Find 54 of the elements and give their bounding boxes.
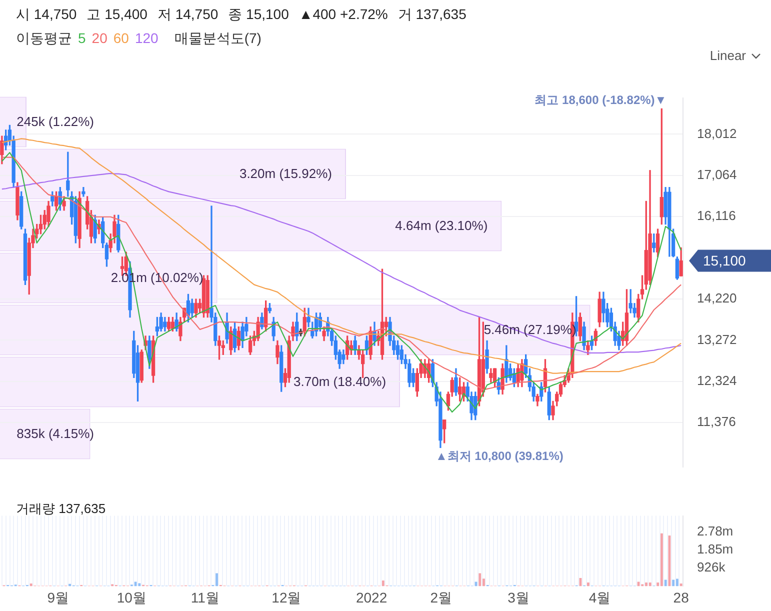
x-tick-label: 2월: [430, 589, 452, 606]
y-tick-label: 11,376: [697, 414, 736, 430]
x-tick-label: 11월: [190, 589, 220, 606]
data-label: 245k (1.22%): [16, 113, 95, 131]
chart-title: 거래량 137,635: [16, 500, 106, 518]
bar: [664, 580, 667, 586]
text: 고 15,400: [86, 6, 148, 24]
bar: [216, 573, 218, 586]
bar: [645, 582, 648, 586]
text: 15,100: [703, 252, 746, 269]
data-label: 3.70m (18.40%): [292, 373, 388, 391]
data-label: 3.20m (15.92%): [238, 165, 333, 183]
bar: [478, 573, 482, 586]
bar: [648, 582, 652, 586]
bar: [676, 578, 678, 586]
annotation: ▲최저 10,800 (39.81%): [435, 448, 564, 463]
annotation: 최고 18,600 (-18.82%)▼: [534, 92, 667, 107]
y-tick-label: 2.78m: [697, 523, 734, 538]
x-tick-label: 3월: [508, 589, 530, 606]
chart-title: 매물분석도(7): [174, 30, 262, 48]
y-tick-label: 926k: [697, 560, 726, 575]
y-tick-label: 14,220: [697, 290, 737, 306]
x-tick-label: 28: [673, 589, 690, 606]
y-tick-label: 12,324: [697, 372, 737, 388]
y-tick-label: 1.85m: [697, 542, 734, 557]
y-tick-label: 17,064: [697, 166, 737, 182]
text: 60: [113, 30, 129, 48]
bar: [30, 583, 32, 586]
data-label: 4.64m (23.10%): [394, 217, 489, 235]
text: 20: [92, 30, 108, 48]
y-tick-label: 13,272: [697, 332, 737, 347]
bar: [660, 533, 663, 586]
data-label: 835k (4.15%): [16, 425, 95, 443]
x-tick-label: 2022: [356, 589, 388, 606]
text: ▲400 +2.72%: [298, 6, 388, 24]
x-tick-label: 10월: [116, 589, 146, 606]
legend-title: 이동평균: [16, 30, 72, 48]
bar: [680, 584, 682, 586]
x-tick-label: 4월: [588, 589, 611, 606]
y-tick-label: 16,116: [697, 208, 736, 224]
x-tick-label: 9월: [47, 589, 70, 606]
bar: [587, 582, 590, 586]
text: 거 137,635: [398, 6, 466, 24]
text: 종 15,100: [228, 6, 289, 24]
text: 저 14,750: [157, 6, 218, 24]
x-tick-label: 12월: [272, 589, 302, 606]
text: Linear: [710, 48, 746, 63]
bar: [672, 580, 675, 586]
text: 5: [78, 30, 86, 48]
text: 시 14,750: [16, 6, 77, 24]
text: 120: [134, 30, 158, 48]
bar: [382, 580, 384, 586]
y-tick-label: 18,012: [697, 126, 737, 141]
candlestick: [82, 186, 86, 197]
